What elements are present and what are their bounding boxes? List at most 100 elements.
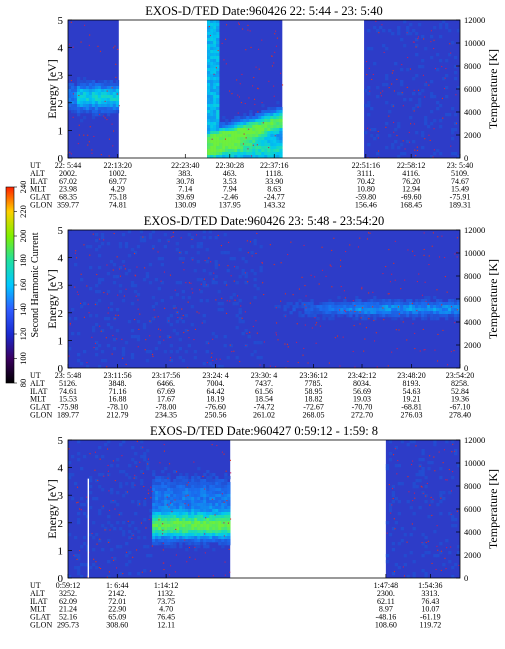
spectrogram-cell [221,518,225,522]
spectrogram-cell [394,314,398,318]
spectrogram-cell [77,521,81,525]
y-tick-label: 4 [58,463,64,475]
noise-speck [86,362,88,364]
noise-speck [333,237,335,239]
spectrogram-cell [172,305,177,309]
noise-speck [367,157,369,158]
spectrogram-cell [433,119,437,123]
spectrogram-cell [76,89,81,93]
noise-speck [407,57,409,59]
noise-speck [411,523,413,525]
spectrogram-cell [182,515,186,519]
spectrogram-cell [430,110,434,114]
spectrogram-cell [212,509,216,513]
spectrogram-cell [394,62,398,66]
spectrogram-cell [454,77,458,81]
spectrogram-cell [100,242,105,246]
table-cell: 22:23:40 [171,161,199,170]
spectrogram-cell [68,98,72,102]
spectrogram-cell [261,128,265,132]
noise-speck [96,274,98,276]
noise-speck [248,97,250,99]
y2-tick-label: 6000 [464,294,481,304]
spectrogram-cell [264,122,268,126]
spectrogram-cell [194,548,198,552]
spectrogram-cell [213,65,217,69]
spectrogram-cell [164,527,168,531]
noise-speck [108,307,110,309]
noise-speck [277,339,279,341]
spectrogram-cell [227,476,231,480]
spectrogram-cell [112,107,117,111]
noise-speck [80,273,82,275]
spectrogram-cell [409,440,413,444]
noise-speck [422,328,424,330]
table-cell: 276.03 [401,411,423,420]
spectrogram-cell [158,500,162,504]
spectrogram-cell [424,311,428,315]
spectrogram-cell [142,236,147,240]
noise-speck [114,480,116,482]
noise-speck [334,337,336,339]
spectrogram-cell [367,314,371,318]
spectrogram-cell [307,302,311,306]
noise-speck [112,269,114,271]
spectrogram-cell [225,146,229,150]
spectrogram-cell [415,485,419,489]
spectrogram-cell [406,575,410,578]
spectrogram-cell [415,131,419,135]
noise-speck [186,561,188,563]
noise-speck [423,254,425,256]
spectrogram-cell [211,332,215,336]
spectrogram-cell [322,314,326,318]
noise-speck [391,83,393,85]
spectrogram-cell [73,107,78,111]
noise-speck [106,576,108,578]
spectrogram-cell [191,533,195,537]
spectrogram-cell [76,83,81,87]
spectrogram-cell [112,89,117,93]
spectrogram-cell [238,317,242,321]
noise-speck [430,496,432,498]
noise-speck [226,284,228,286]
noise-speck [115,314,117,316]
spectrogram-cell [70,92,75,96]
spectrogram-cell [250,251,254,255]
spectrogram-cell [100,92,105,96]
noise-speck [194,546,196,548]
noise-speck [393,90,395,92]
noise-speck [417,36,419,38]
spectrogram-cell [343,305,347,309]
spectrogram-cell [219,128,223,132]
spectrogram-cell [77,452,81,456]
noise-speck [304,285,306,287]
spectrogram-cell [409,299,413,303]
spectrogram-cell [367,305,371,309]
noise-speck [410,123,412,125]
spectrogram-cell [316,308,320,312]
spectrogram-cell [182,500,186,504]
spectrogram-cell [89,479,93,483]
spectrogram-cell [112,95,117,99]
spectrogram-cell [227,515,231,519]
spectrogram-cell [391,311,395,315]
spectrogram-cell [208,236,212,240]
spectrogram-cell [388,314,392,318]
spectrogram-cell [103,89,108,93]
spectrogram-cell [445,539,449,543]
spectrogram-cell [207,59,211,63]
spectrogram-cell [212,473,216,477]
spectrogram-cell [448,29,452,33]
spectrogram-cell [279,134,283,138]
noise-speck [150,497,152,499]
spectrogram-cell [85,80,90,84]
spectrogram-cell [210,65,214,69]
spectrogram-cell [385,77,389,81]
spectrogram-cell [207,92,211,96]
spectrogram-cell [181,257,185,261]
spectrogram-cell [219,140,223,144]
spectrogram-cell [209,530,213,534]
spectrogram-cell [68,95,72,99]
spectrogram-cell [94,347,99,351]
noise-speck [421,486,423,488]
